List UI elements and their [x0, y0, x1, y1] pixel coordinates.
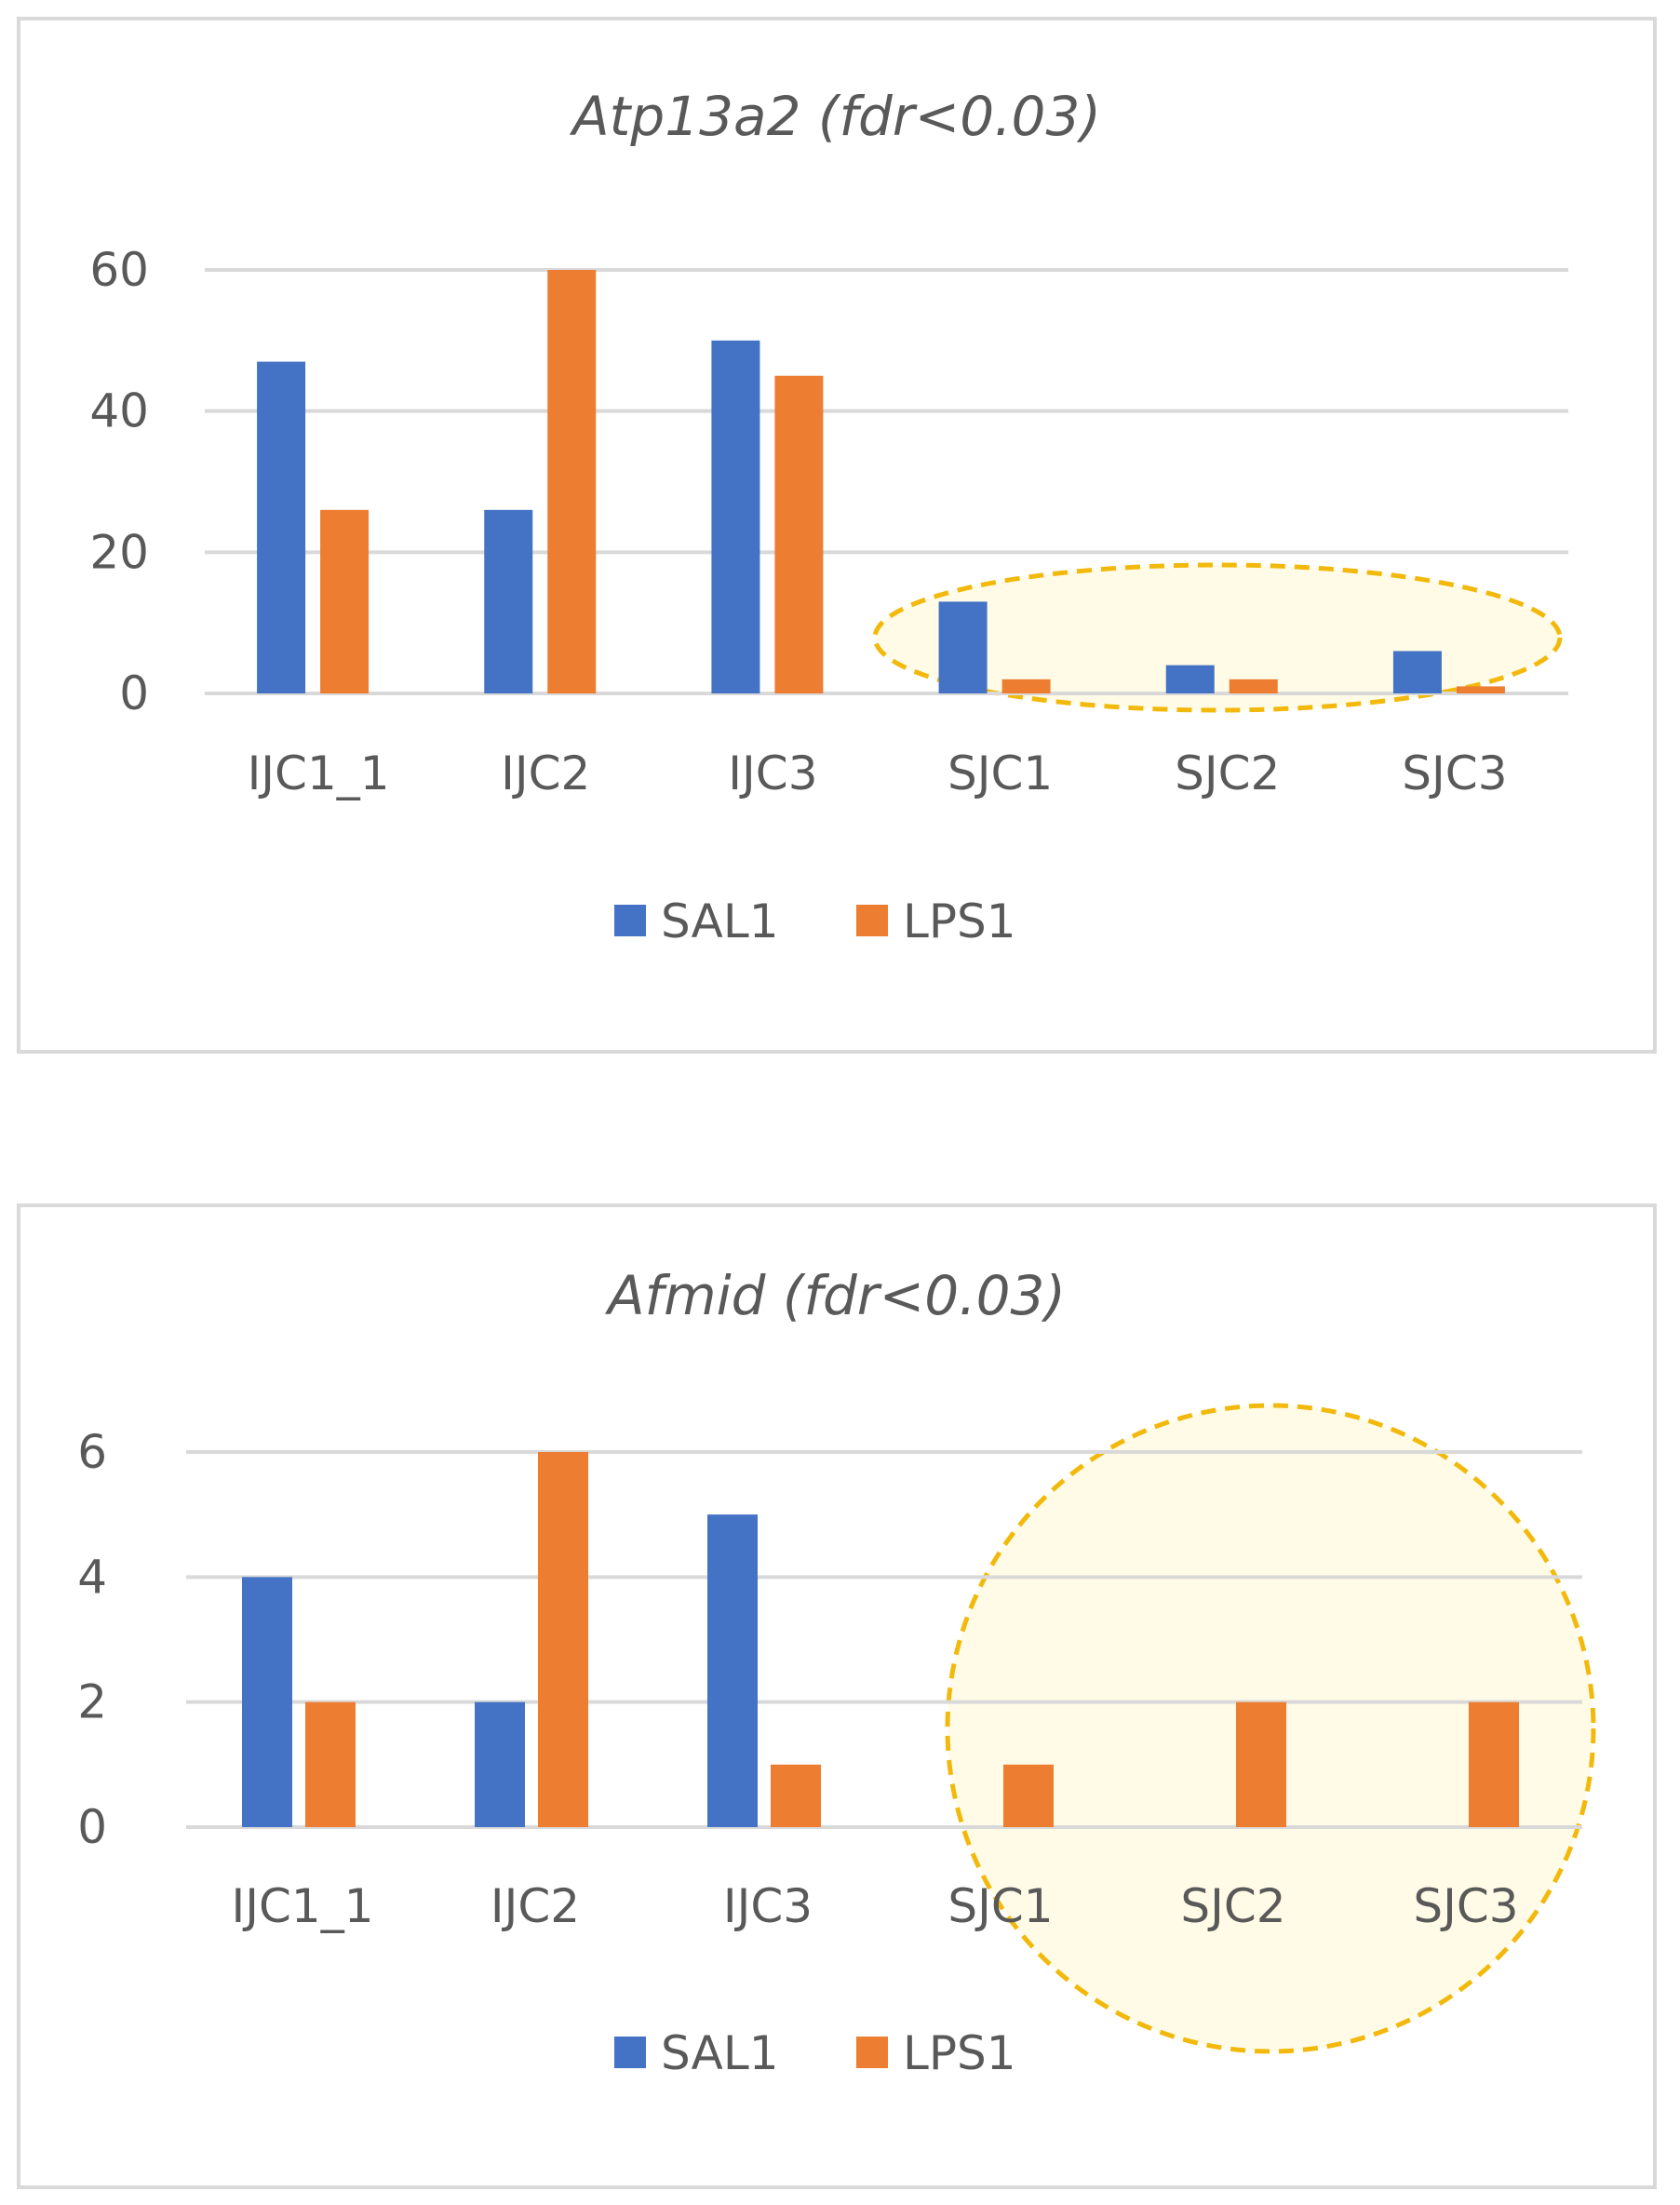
chart-2: Afmid (fdr<0.03) 0 2 4 6 IJC1_1 IJC2 IJC3 SJC1 SJ…: [17, 1203, 1657, 2189]
bar-lps1-sjc3: [1456, 686, 1505, 693]
x-tick-label: SJC1: [948, 1879, 1053, 1933]
bar-lps1-ijc3: [774, 375, 824, 693]
y-tick-label: 40: [89, 384, 149, 438]
bar-sal1-ijc1_1: [242, 1577, 292, 1827]
legend-label-lps1: LPS1: [903, 2026, 1016, 2080]
legend-swatch-sal1: [614, 2037, 646, 2068]
bar-lps1-ijc2: [547, 270, 597, 693]
x-tick-label: IJC1_1: [248, 746, 390, 800]
legend-swatch-lps1: [856, 905, 888, 936]
bar-sal1-sjc1: [938, 601, 988, 693]
x-tick-label: SJC3: [1402, 746, 1507, 800]
x-tick-label: IJC1_1: [231, 1879, 373, 1933]
legend-label-lps1: LPS1: [903, 894, 1016, 948]
x-tick-label: IJC2: [501, 746, 590, 800]
y-tick-label: 0: [77, 1800, 107, 1854]
bar-lps1-sjc3: [1469, 1701, 1519, 1827]
legend: SAL1 LPS1: [614, 2026, 1016, 2080]
bar-sal1-ijc1_1: [257, 361, 306, 693]
x-tick-label: IJC3: [723, 1879, 813, 1933]
bar-lps1-ijc3: [771, 1764, 821, 1827]
bar-sal1-ijc2: [475, 1701, 525, 1827]
y-tick-label: 4: [77, 1550, 107, 1604]
x-tick-label: SJC1: [948, 746, 1053, 800]
highlight-ellipse: [872, 562, 1563, 713]
x-tick-label: IJC3: [728, 746, 817, 800]
bar-lps1-ijc2: [538, 1452, 588, 1827]
y-tick-label: 60: [89, 243, 149, 297]
bar-lps1-ijc1_1: [320, 509, 370, 693]
x-tick-label: IJC2: [491, 1879, 580, 1933]
legend-swatch-lps1: [856, 2037, 888, 2068]
legend-label-sal1: SAL1: [661, 2026, 779, 2080]
bar-sal1-ijc2: [484, 509, 533, 693]
bar-lps1-sjc2: [1236, 1701, 1286, 1827]
x-tick-label: SJC3: [1413, 1879, 1518, 1933]
y-tick-label: 20: [89, 525, 149, 579]
bar-lps1-ijc1_1: [305, 1701, 356, 1827]
y-tick-label: 2: [77, 1675, 107, 1729]
x-tick-label: SJC2: [1180, 1879, 1285, 1933]
legend-label-sal1: SAL1: [661, 894, 779, 948]
chart-title: Atp13a2 (fdr<0.03): [569, 85, 1101, 148]
bar-lps1-sjc1: [1001, 679, 1051, 693]
bar-sal1-ijc3: [707, 1514, 758, 1827]
y-tick-label: 6: [77, 1425, 107, 1479]
legend: SAL1 LPS1: [614, 894, 1016, 948]
bar-lps1-sjc2: [1229, 679, 1278, 693]
legend-swatch-sal1: [614, 905, 646, 936]
chart-1: Atp13a2 (fdr<0.03) 0 20 40 60 IJC1_1 IJC2 IJC3 S…: [17, 17, 1657, 1054]
chart-title: Afmid (fdr<0.03): [604, 1264, 1066, 1327]
bar-sal1-ijc3: [711, 340, 760, 693]
bar-lps1-sjc1: [1003, 1764, 1054, 1827]
x-tick-label: SJC2: [1175, 746, 1280, 800]
bar-sal1-sjc3: [1392, 651, 1442, 693]
y-tick-label: 0: [119, 666, 149, 720]
bar-sal1-sjc2: [1165, 665, 1215, 693]
